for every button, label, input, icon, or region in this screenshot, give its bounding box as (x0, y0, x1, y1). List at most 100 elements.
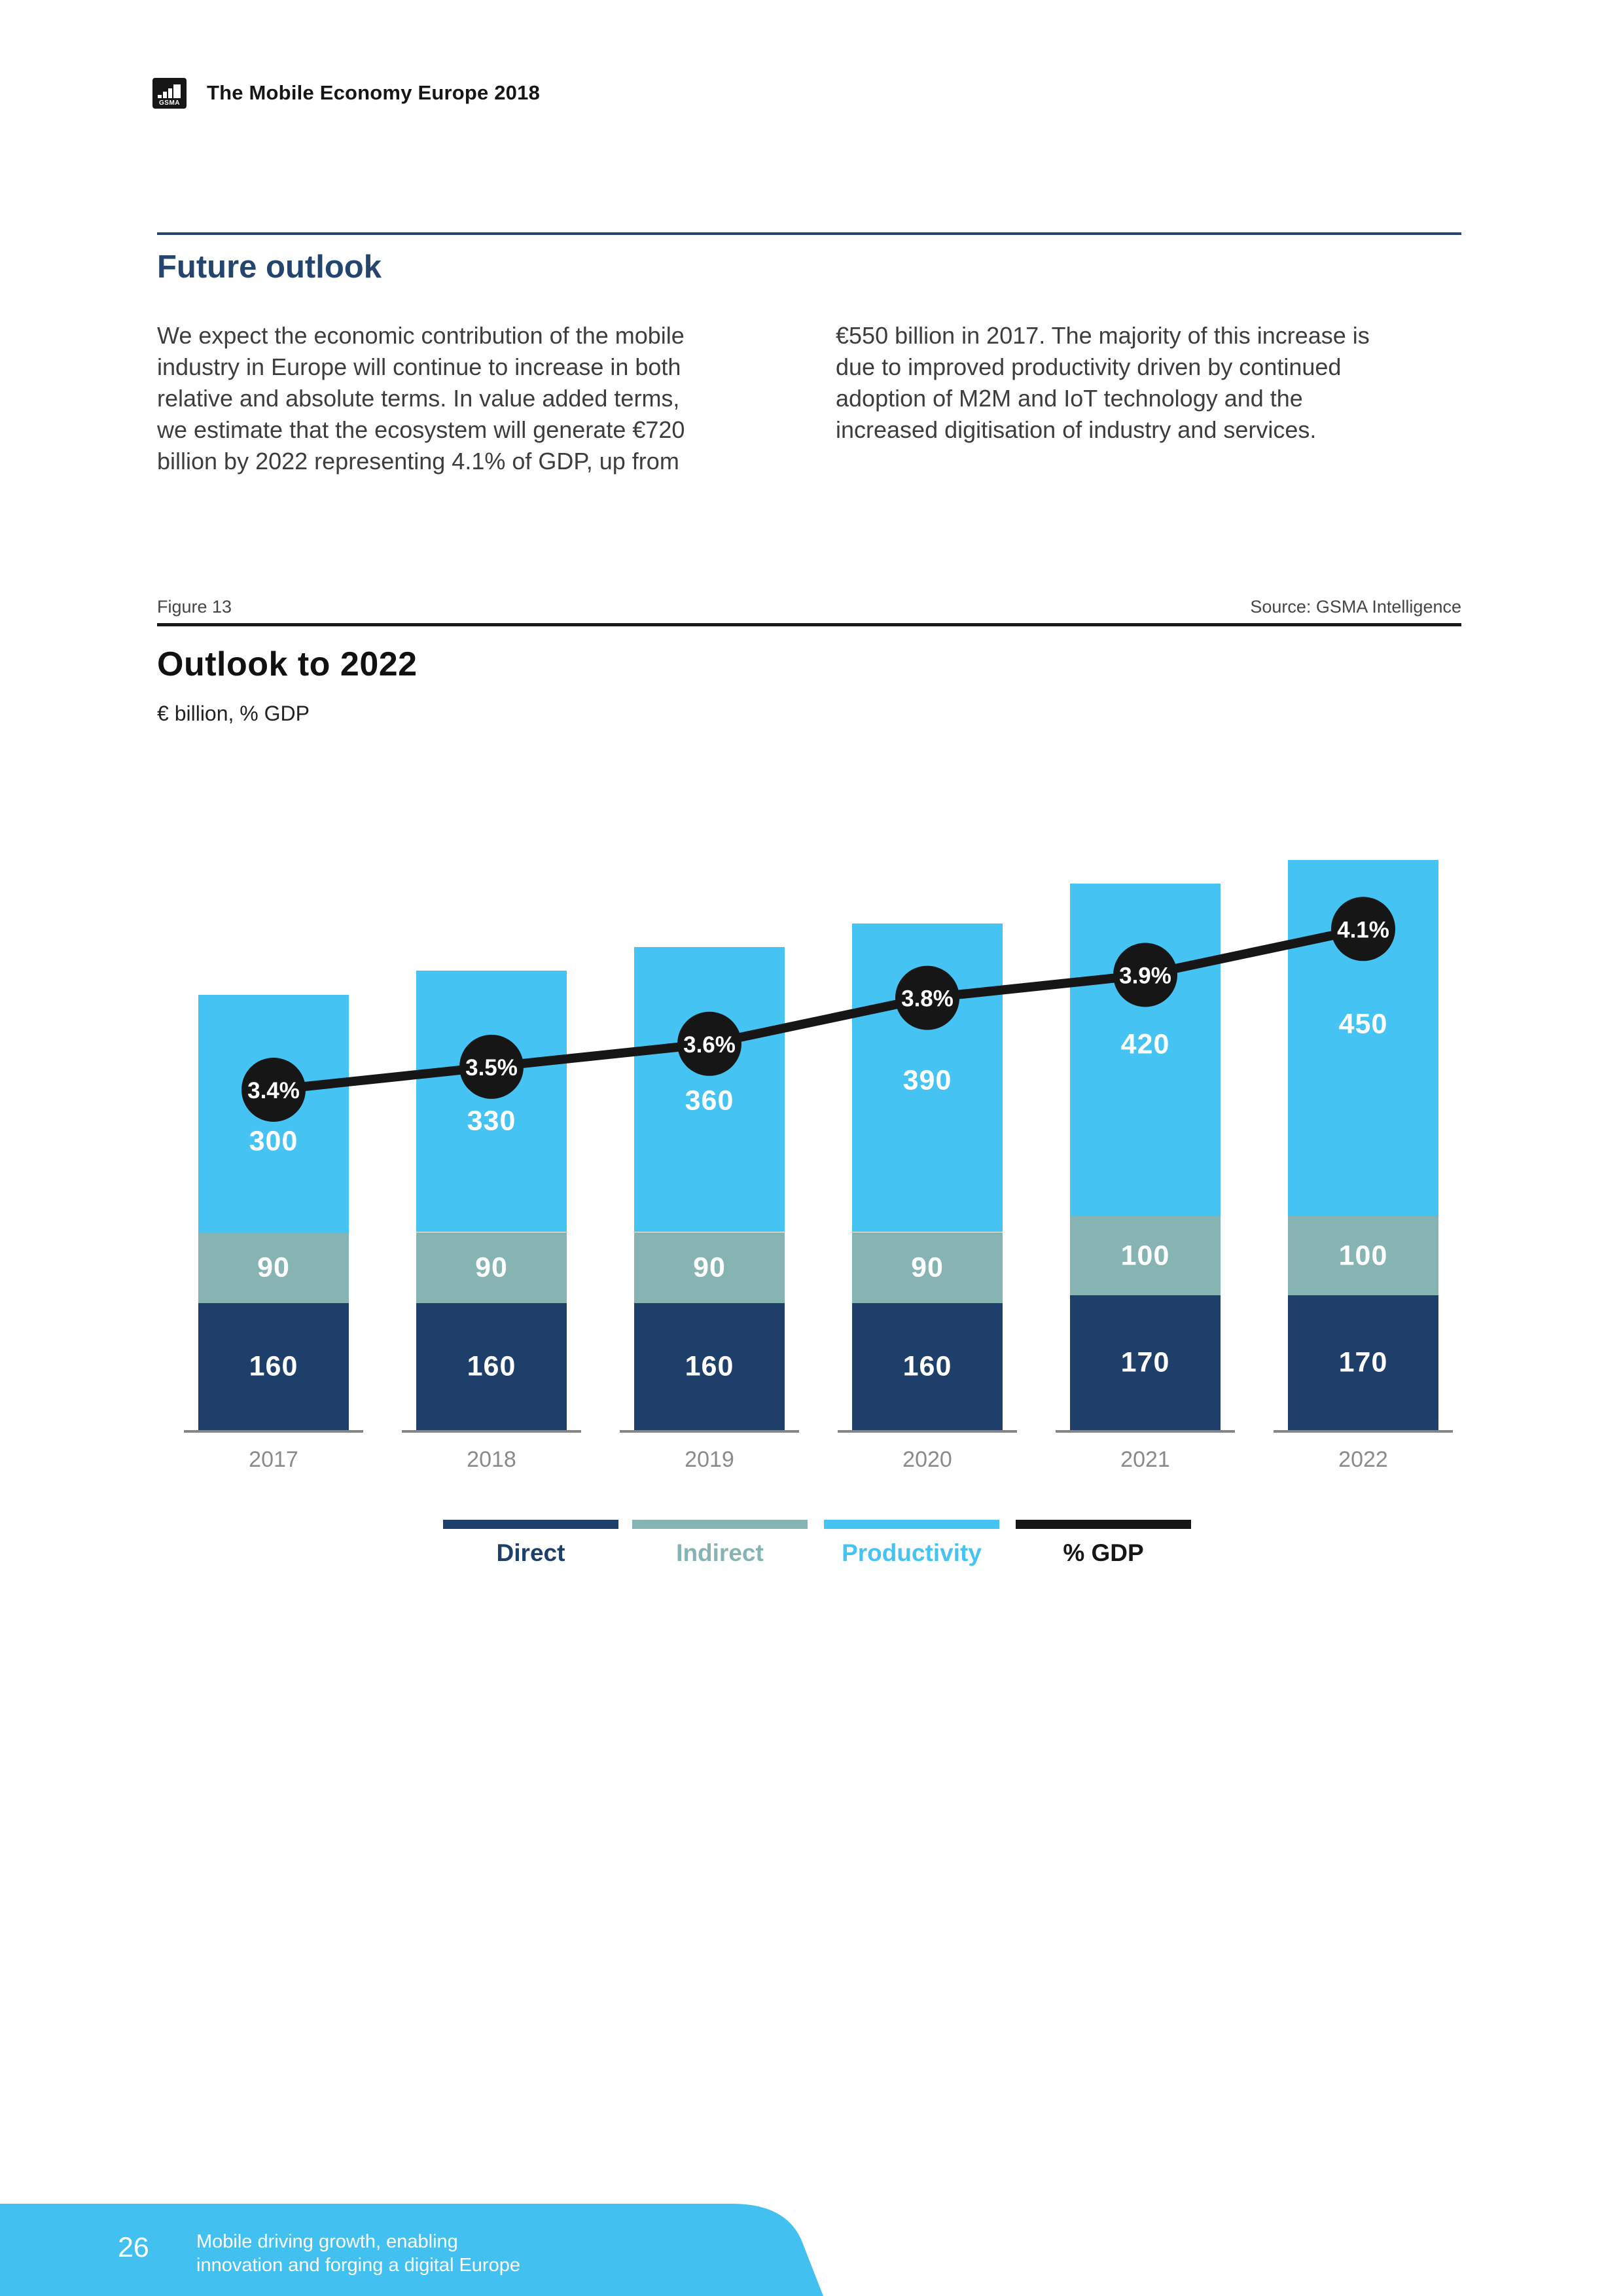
section-heading: Future outlook (157, 249, 382, 285)
bar-segment-direct (852, 1303, 1003, 1430)
axis-tick (402, 1430, 581, 1433)
x-axis-label: 2017 (249, 1447, 298, 1472)
gdp-marker (677, 1011, 741, 1076)
gdp-marker-label: 4.1% (1337, 917, 1389, 942)
gdp-marker (459, 1034, 524, 1099)
bar-segment-indirect (852, 1232, 1003, 1304)
x-axis-label: 2019 (685, 1447, 734, 1472)
legend-swatch (443, 1520, 618, 1529)
bar-segment-indirect (198, 1232, 349, 1304)
bar-value-label-indirect: 90 (693, 1251, 726, 1283)
legend-label: % GDP (1063, 1539, 1144, 1566)
page-number: 26 (118, 2232, 149, 2263)
gdp-marker-label: 3.4% (247, 1078, 300, 1103)
bar-value-label-direct: 160 (467, 1350, 516, 1382)
body-column-left: We expect the economic contribution of t… (157, 320, 805, 477)
legend-label: Productivity (842, 1539, 982, 1566)
bar-value-label-direct: 160 (249, 1350, 298, 1382)
footer-tagline-line2: innovation and forging a digital Europe (196, 2255, 520, 2276)
axis-tick (838, 1430, 1017, 1433)
figure-source: Source: GSMA Intelligence (1250, 597, 1461, 617)
gdp-line-overlay: 3.4% 3.5% 3.6% 3.8% 3.9% 4.1% (241, 897, 1395, 1122)
figure-label: Figure 13 (157, 597, 232, 617)
footer-tagline-line1: Mobile driving growth, enabling (196, 2231, 458, 2252)
x-axis-label: 2021 (1120, 1447, 1170, 1472)
bar-value-label-direct: 170 (1338, 1346, 1388, 1378)
axis-tick (1056, 1430, 1235, 1433)
bar-segment-direct (1288, 1295, 1438, 1430)
gdp-marker-label: 3.5% (465, 1055, 518, 1081)
bar-value-label-direct: 160 (685, 1350, 734, 1382)
bar-segment-direct (634, 1303, 785, 1430)
bar-segment-indirect (416, 1232, 567, 1304)
axis-tick (184, 1430, 363, 1433)
legend-item-direct: Direct (443, 1520, 618, 1567)
bar-value-label-indirect: 90 (911, 1251, 944, 1283)
bar-value-label-indirect: 100 (1120, 1240, 1170, 1272)
bar-chart-icon (158, 84, 181, 98)
legend-swatch (824, 1520, 999, 1529)
bar-segment-direct (1070, 1295, 1221, 1430)
outlook-chart: 160 90 300 2017 160 90 330 2018 160 90 360 2019 160 9… (157, 844, 1461, 1473)
bar-value-label-direct: 160 (902, 1350, 952, 1382)
gdp-marker (895, 965, 959, 1030)
bar-value-label-indirect: 90 (475, 1251, 508, 1283)
legend-label: Direct (496, 1539, 565, 1566)
chart-title: Outlook to 2022 (157, 645, 418, 683)
bar-segment-productivity (634, 946, 785, 1232)
gdp-marker (1331, 897, 1395, 961)
x-axis-label: 2018 (467, 1447, 516, 1472)
body-text-line: relative and absolute terms. In value ad… (157, 385, 680, 412)
body-text-line: We expect the economic contribution of t… (157, 322, 685, 349)
body-text-line: due to improved productivity driven by c… (836, 353, 1342, 380)
body-text-line: we estimate that the ecosystem will gene… (157, 416, 685, 443)
chart-subtitle: € billion, % GDP (157, 702, 310, 725)
legend-item-productivity: Productivity (824, 1520, 999, 1567)
body-text-line: adoption of M2M and IoT technology and t… (836, 385, 1303, 412)
gdp-marker-label: 3.9% (1119, 963, 1171, 989)
body-text-line: €550 billion in 2017. The majority of th… (836, 322, 1370, 349)
x-axis-label: 2022 (1338, 1447, 1388, 1472)
gsma-logo: GSMA (152, 78, 187, 109)
footer-tagline: Mobile driving growth, enabling innovati… (196, 2230, 520, 2277)
bar-value-label-productivity: 360 (685, 1085, 734, 1117)
gdp-marker-label: 3.8% (901, 986, 954, 1012)
bar-segment-direct (198, 1303, 349, 1430)
body-text-line: industry in Europe will continue to incr… (157, 353, 681, 380)
legend-swatch (1016, 1520, 1191, 1529)
bar-segment-direct (416, 1303, 567, 1430)
gdp-marker-label: 3.6% (683, 1032, 736, 1058)
legend-label: Indirect (676, 1539, 764, 1566)
bar-value-label-direct: 170 (1120, 1346, 1170, 1378)
bar-value-label-productivity: 330 (467, 1105, 516, 1137)
bar-segment-indirect (1070, 1216, 1221, 1296)
gdp-marker (241, 1058, 306, 1122)
body-column-right: €550 billion in 2017. The majority of th… (836, 320, 1484, 446)
body-text-line: increased digitisation of industry and s… (836, 416, 1317, 443)
axis-tick (1274, 1430, 1453, 1433)
bar-value-label-productivity: 450 (1338, 1008, 1388, 1040)
document-title: The Mobile Economy Europe 2018 (207, 81, 541, 104)
bar-value-label-indirect: 100 (1338, 1240, 1388, 1272)
gsma-logo-text: GSMA (159, 99, 180, 107)
bar-segment-productivity (416, 971, 567, 1232)
bar-value-label-productivity: 390 (902, 1064, 952, 1096)
axis-tick (620, 1430, 799, 1433)
legend-item-indirect: Indirect (632, 1520, 808, 1567)
section-divider (157, 232, 1461, 235)
legend-swatch (632, 1520, 808, 1529)
gdp-line (273, 924, 1364, 1094)
body-text-line: billion by 2022 representing 4.1% of GDP… (157, 448, 679, 475)
bar-segment-indirect (634, 1232, 785, 1304)
legend-item-gdp: % GDP (1016, 1520, 1191, 1567)
bar-value-label-indirect: 90 (257, 1251, 290, 1283)
footer-ribbon (0, 2204, 823, 2296)
figure-divider (157, 623, 1461, 626)
bar-value-label-productivity: 420 (1120, 1028, 1170, 1060)
bar-value-label-productivity: 300 (249, 1125, 298, 1157)
x-axis-label: 2020 (902, 1447, 952, 1472)
gdp-marker (1113, 942, 1177, 1007)
bar-segment-indirect (1288, 1216, 1438, 1296)
bar-segment-productivity (1070, 884, 1221, 1217)
